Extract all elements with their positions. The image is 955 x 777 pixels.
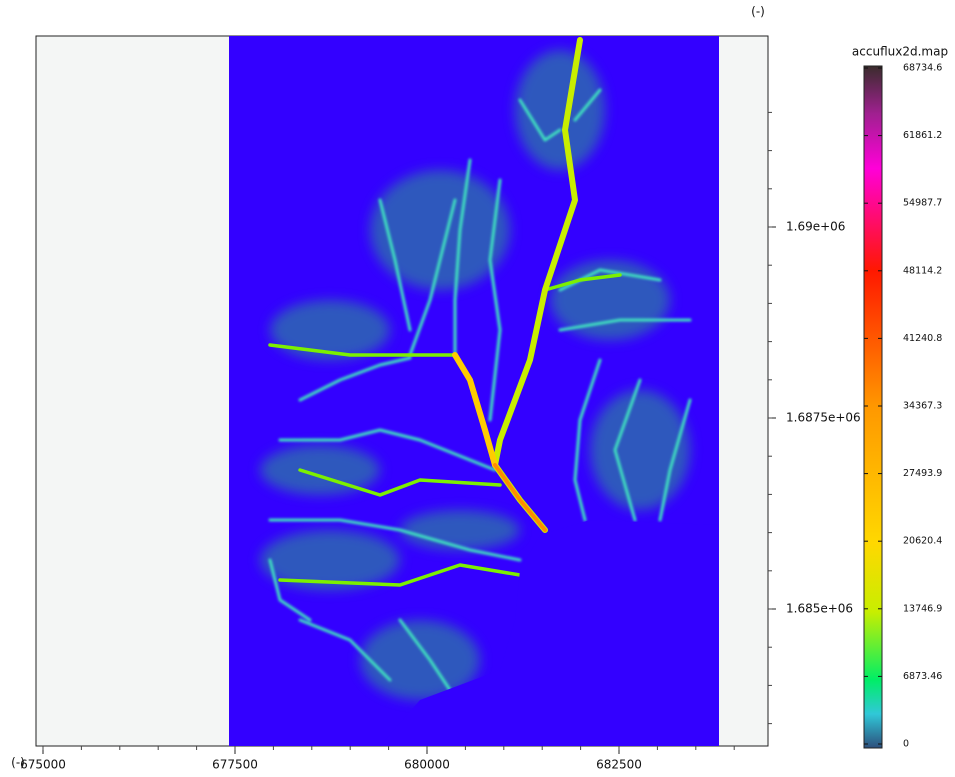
colorbar-title: accuflux2d.map	[852, 45, 948, 59]
colorbar-tick-label: 34367.3	[903, 400, 942, 411]
x-axis-label: (-)	[11, 756, 25, 770]
colorbar-tick-label: 54987.7	[903, 198, 942, 209]
y-tick-label: 1.685e+06	[786, 602, 853, 616]
streams	[268, 37, 692, 692]
colorbar-tick-label: 68734.6	[903, 62, 942, 73]
y-axis-label: (-)	[751, 5, 765, 19]
nodata-region	[380, 520, 719, 746]
colorbar-tick-label: 13746.9	[903, 603, 942, 614]
x-tick-label: 682500	[596, 758, 642, 772]
colorbar-tick-label: 61861.2	[903, 130, 942, 141]
y-tick-label: 1.6875e+06	[786, 411, 861, 425]
colorbar-tick-label: 48114.2	[903, 265, 942, 276]
colorbar	[863, 65, 883, 749]
raster	[229, 36, 719, 746]
colorbar-tick-label: 27493.9	[903, 468, 942, 479]
colorbar-ticks: 0 6873.46 13746.9 20620.4 27493.9 34367.3 4124…	[864, 62, 942, 749]
x-tick-label: 675000	[20, 758, 66, 772]
x-tick-label: 677500	[212, 758, 258, 772]
y-tick-label: 1.69e+06	[786, 220, 845, 234]
x-tick-label: 680000	[404, 758, 450, 772]
colorbar-tick-label: 20620.4	[903, 536, 942, 547]
colorbar-tick-label: 41240.8	[903, 333, 942, 344]
colorbar-tick-label: 0	[903, 738, 909, 749]
colorbar-tick-label: 6873.46	[903, 671, 942, 682]
